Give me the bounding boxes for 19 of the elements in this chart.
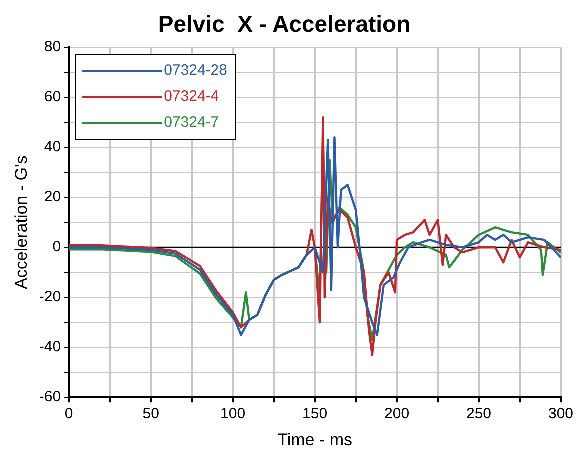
y-tick-label: 60 <box>44 88 62 106</box>
x-tick-label: 50 <box>142 406 160 423</box>
legend: 07324-28 07324-4 07324-7 <box>75 54 236 140</box>
x-tick-label: 200 <box>384 406 410 423</box>
y-tick-label: -60 <box>39 388 62 406</box>
y-tick-label: -40 <box>39 338 62 356</box>
x-tick-label: 150 <box>302 406 328 423</box>
y-tick-label: 40 <box>44 138 62 156</box>
y-tick-label: -20 <box>39 288 62 306</box>
x-tick-label: 100 <box>220 406 246 423</box>
y-tick-label: 0 <box>52 238 62 256</box>
chart-title: Pelvic X - Acceleration <box>158 11 411 38</box>
x-tick-label: 0 <box>64 406 74 423</box>
x-tick-label: 250 <box>466 406 492 423</box>
y-tick-label: 20 <box>44 188 62 206</box>
y-tick-label: 80 <box>44 38 62 56</box>
x-axis-title: Time - ms <box>278 430 352 450</box>
y-axis-title: Acceleration - G's <box>12 156 31 290</box>
x-tick-label: 300 <box>548 406 574 423</box>
